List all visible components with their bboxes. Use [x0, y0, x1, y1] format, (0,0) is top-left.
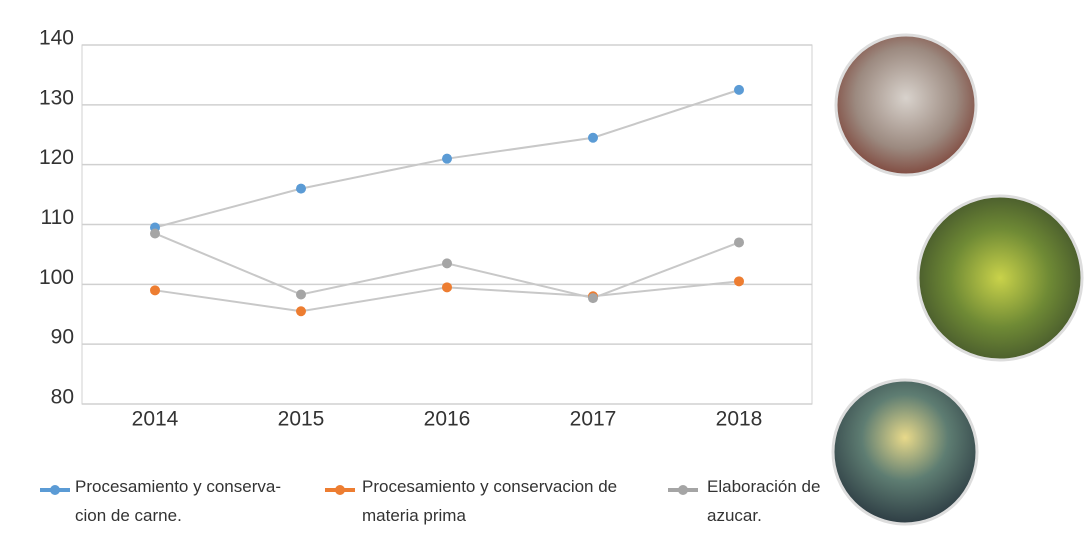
y-tick-label: 80 [51, 386, 74, 409]
y-tick-label: 120 [39, 146, 74, 169]
y-tick-label: 90 [51, 326, 74, 349]
data-point [442, 282, 452, 292]
photo [833, 380, 977, 524]
x-tick-label: 2017 [570, 408, 617, 431]
data-point [734, 276, 744, 286]
data-point [588, 293, 598, 303]
y-tick-label: 100 [39, 266, 74, 289]
legend-marker [678, 485, 688, 495]
x-tick-label: 2018 [716, 408, 763, 431]
x-tick-label: 2015 [278, 408, 325, 431]
data-point [734, 237, 744, 247]
chart: 80 90 100 110 120 130 140 2014 2015 2016 2017 2018 [0, 0, 1092, 543]
data-point [296, 306, 306, 316]
photo [918, 196, 1082, 360]
data-point [150, 285, 160, 295]
data-point [442, 154, 452, 164]
data-point [588, 133, 598, 143]
legend-marker [335, 485, 345, 495]
legend-label: Elaboración de azucar. [707, 472, 827, 530]
legend-label: Procesamiento y conserva-cion de carne. [75, 472, 290, 530]
data-point [296, 184, 306, 194]
legend-label: Procesamiento y conservacion de materia … [362, 472, 622, 530]
x-tick-label: 2016 [424, 408, 471, 431]
data-point [150, 228, 160, 238]
page: 809010011012013014020142015201620172018 … [0, 0, 1092, 543]
y-tick-label: 140 [39, 27, 74, 50]
x-tick-label: 2014 [132, 408, 179, 431]
y-tick-label: 110 [41, 206, 74, 229]
data-point [734, 85, 744, 95]
y-tick-label: 130 [39, 86, 74, 109]
photo [836, 35, 976, 175]
data-point [296, 290, 306, 300]
legend-marker [50, 485, 60, 495]
data-point [442, 258, 452, 268]
